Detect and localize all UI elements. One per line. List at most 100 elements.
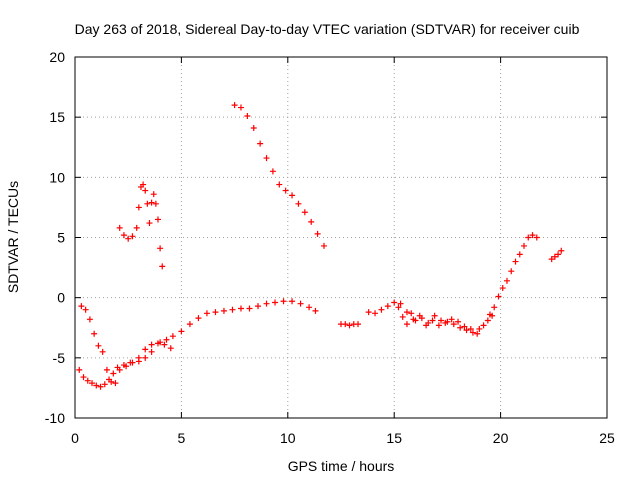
data-point xyxy=(486,311,493,318)
data-point xyxy=(231,102,238,109)
data-point xyxy=(159,263,166,270)
data-point xyxy=(463,327,470,334)
data-point xyxy=(484,317,491,324)
data-point xyxy=(429,317,436,324)
grid xyxy=(75,57,607,418)
data-point xyxy=(125,235,132,242)
data-point xyxy=(397,300,404,307)
data-point xyxy=(308,218,315,225)
data-point xyxy=(157,245,164,252)
data-point xyxy=(516,251,523,258)
data-point xyxy=(272,299,279,306)
data-point xyxy=(108,378,115,385)
data-point xyxy=(301,209,308,216)
data-point xyxy=(548,256,555,263)
data-point xyxy=(135,204,142,211)
y-axis-label: SDTVAR / TECUs xyxy=(5,181,21,293)
data-point xyxy=(403,321,410,328)
data-point xyxy=(237,104,244,111)
plot-frame xyxy=(74,56,608,419)
data-point xyxy=(123,363,130,370)
data-point xyxy=(508,268,515,275)
data-point xyxy=(133,224,140,231)
data-point xyxy=(431,312,438,319)
y-tick-label: 10 xyxy=(49,169,65,185)
data-point xyxy=(91,330,98,337)
data-point xyxy=(295,200,302,207)
data-point xyxy=(229,306,236,313)
y-tick-label: -5 xyxy=(53,350,66,366)
data-point xyxy=(289,298,296,305)
data-point xyxy=(116,366,123,373)
series-rising-track xyxy=(486,232,540,318)
data-point xyxy=(169,333,176,340)
data-point xyxy=(97,383,104,390)
data-point xyxy=(212,309,219,316)
data-point xyxy=(142,346,149,353)
data-point xyxy=(76,366,83,373)
data-point xyxy=(342,321,349,328)
data-point xyxy=(416,312,423,319)
data-point xyxy=(82,306,89,313)
data-point xyxy=(269,168,276,175)
data-point xyxy=(95,342,102,349)
data-point xyxy=(491,304,498,311)
data-point xyxy=(142,187,149,194)
data-point xyxy=(495,293,502,300)
data-point xyxy=(244,112,251,119)
data-point xyxy=(129,233,136,240)
data-point xyxy=(435,322,442,329)
data-point xyxy=(306,304,313,311)
data-point xyxy=(93,382,100,389)
data-point xyxy=(320,242,327,249)
series-late-evening-track xyxy=(397,300,481,337)
x-tick-label: 15 xyxy=(386,430,402,446)
data-point xyxy=(378,306,385,313)
data-point xyxy=(80,374,87,381)
data-point xyxy=(148,199,155,206)
data-point xyxy=(521,242,528,249)
data-point xyxy=(167,345,174,352)
data-point xyxy=(529,232,536,239)
data-point xyxy=(297,300,304,307)
data-point xyxy=(86,316,93,323)
series-evening-track xyxy=(76,298,319,390)
data-point xyxy=(457,324,464,331)
data-point xyxy=(84,377,91,384)
x-tick-label: 20 xyxy=(493,430,509,446)
data-point xyxy=(395,304,402,311)
data-point xyxy=(116,224,123,231)
data-point xyxy=(355,321,362,328)
data-point xyxy=(480,322,487,329)
data-point xyxy=(455,318,462,325)
data-point xyxy=(410,316,417,323)
data-point xyxy=(178,328,185,335)
data-point xyxy=(525,234,532,241)
data-point xyxy=(263,155,270,162)
y-tick-label: 5 xyxy=(57,230,65,246)
x-axis-label: GPS time / hours xyxy=(288,458,395,474)
data-point xyxy=(450,321,457,328)
data-point xyxy=(203,310,210,317)
data-point xyxy=(195,315,202,322)
data-point xyxy=(129,359,136,366)
data-point xyxy=(186,321,193,328)
data-point xyxy=(263,300,270,307)
data-point xyxy=(533,234,540,241)
data-point xyxy=(558,247,565,254)
y-tick-label: 15 xyxy=(49,109,65,125)
y-tick-label: -10 xyxy=(45,410,65,426)
data-point xyxy=(255,303,262,310)
series-morning-track xyxy=(78,303,174,387)
data-point xyxy=(154,340,161,347)
data-point xyxy=(448,316,455,323)
data-point xyxy=(163,336,170,343)
data-point xyxy=(148,341,155,348)
data-point xyxy=(403,309,410,316)
data-point xyxy=(101,381,108,388)
data-point xyxy=(257,140,264,147)
data-point xyxy=(551,253,558,260)
data-point xyxy=(280,298,287,305)
data-point xyxy=(112,380,119,387)
